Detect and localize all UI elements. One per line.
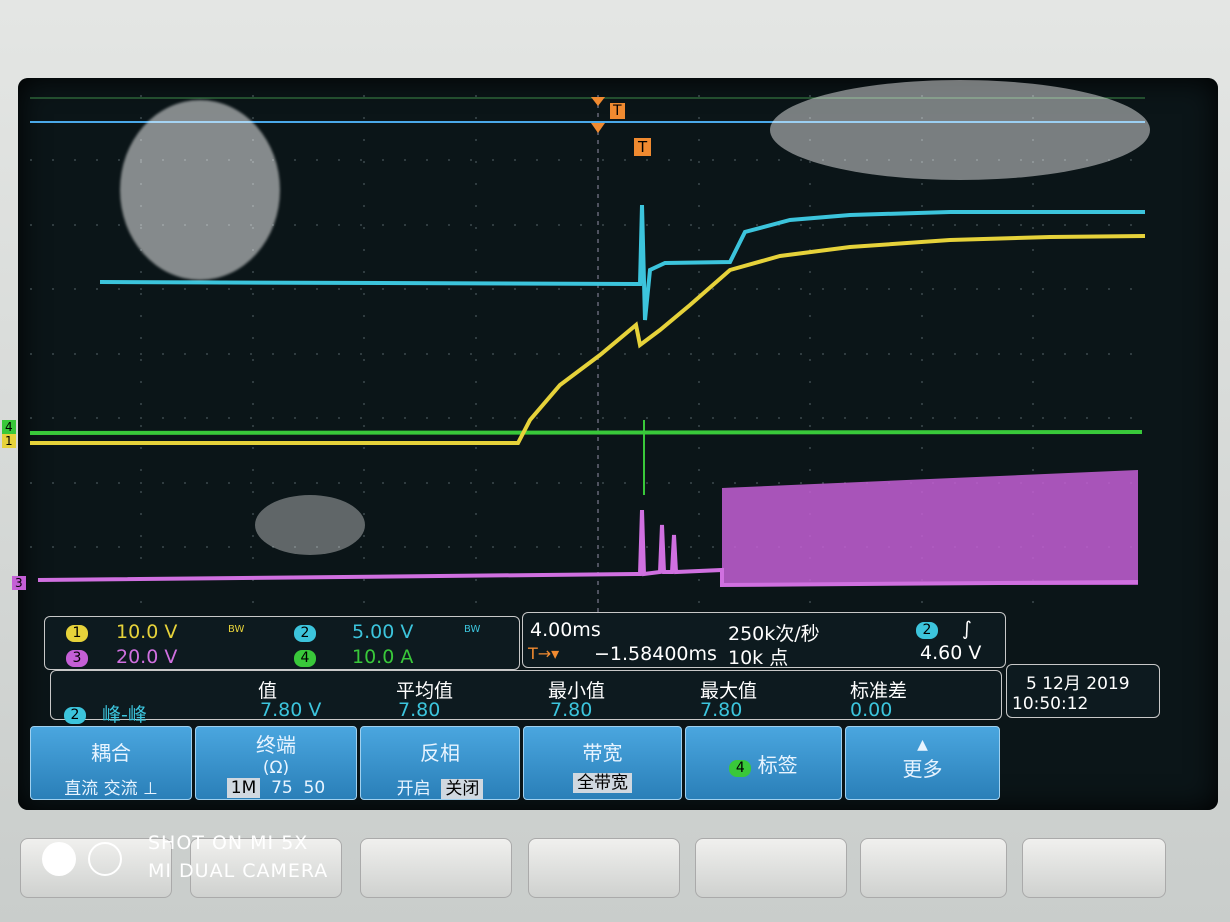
meas-header: 标准差 (850, 680, 908, 702)
ch3-marker: 3 (12, 576, 26, 590)
watermark-ring (88, 842, 122, 876)
meas-channel: 2 (64, 707, 86, 724)
meas-header: 最大值 (700, 680, 758, 702)
menu-bandwidth[interactable]: 带宽 全带宽 (523, 726, 682, 800)
menu-termination[interactable]: 终端 (Ω) 1M 75 50 (195, 726, 357, 800)
ch-scale: 5.00 V (352, 621, 414, 643)
timebase-readout (522, 612, 1006, 668)
menu-label: 反相 (420, 741, 460, 765)
menu-option: 直流 (64, 779, 99, 799)
menu-label: 标签 (757, 753, 798, 777)
ch1-marker: 1 (2, 434, 16, 448)
meas-value: 0.00 (850, 699, 893, 721)
menu-option: 75 (271, 778, 293, 798)
menu-label: 更多 (902, 757, 943, 781)
ch-badge: 1 (66, 625, 88, 642)
ch-badge: 4 (294, 650, 316, 667)
meas-value: 7.80 (398, 699, 441, 721)
meas-header: 值 (258, 680, 278, 702)
trigger-arrow (591, 97, 605, 106)
glare (255, 495, 365, 555)
menu-coupling[interactable]: 耦合 直流 交流 ⊥ (30, 726, 192, 800)
trigger-marker: T (610, 103, 625, 119)
ch-badge: 2 (294, 625, 316, 642)
ch-scale: 10.0 V (116, 621, 178, 643)
watermark: SHOT ON MI 5X (148, 832, 309, 854)
ch1-trace (30, 234, 1146, 445)
channel-readout (44, 616, 520, 670)
ch-scale: 10.0 A (352, 646, 414, 668)
ch3-trace (37, 509, 1139, 588)
ch3-burst (722, 470, 1138, 585)
trigger-position: −1.58400ms (594, 643, 717, 665)
ch2-trace (99, 204, 1145, 321)
date: 5 12月 2019 (1026, 674, 1130, 694)
meas-value: 7.80 V (260, 699, 322, 721)
meas-value: 7.80 (700, 699, 743, 721)
datetime-box (1006, 664, 1160, 718)
menu-option: 关闭 (441, 779, 484, 799)
menu-option: 50 (303, 778, 326, 798)
ch-badge: 3 (66, 650, 88, 667)
glare (120, 100, 280, 280)
hw-button[interactable] (360, 838, 512, 898)
hw-button[interactable] (1022, 838, 1166, 898)
hw-button[interactable] (190, 838, 342, 898)
bw-flag: BW (464, 624, 481, 635)
menu-option: 开启 (396, 779, 431, 799)
hw-button[interactable] (860, 838, 1007, 898)
ch-scale: 20.0 V (116, 646, 178, 668)
menu-label: 带宽 (582, 741, 623, 765)
menu-label: 耦合 (91, 741, 131, 765)
meas-value: 7.80 (550, 699, 593, 721)
menu-label: 终端 (256, 733, 296, 757)
hw-button[interactable] (695, 838, 847, 898)
trigger-level: 4.60 V (920, 642, 982, 664)
ch4-marker: 4 (2, 420, 16, 434)
menu-option: ⊥ (143, 779, 158, 799)
meas-header: 最小值 (548, 680, 606, 702)
menu-option: 1M (226, 778, 261, 798)
ch4-trace (29, 430, 1143, 435)
menu-option: 交流 (103, 779, 138, 799)
trigger-source: 2 (916, 622, 938, 639)
watermark-dot (42, 842, 76, 876)
bw-flag: BW (228, 624, 245, 635)
time: 10:50:12 (1012, 694, 1089, 714)
record-length: 10k 点 (728, 647, 789, 669)
trigger-slope: ∫ (962, 618, 972, 640)
trigger-icon: T→▾ (528, 644, 560, 663)
menu-invert[interactable]: 反相 开启 关闭 (360, 726, 520, 800)
menu-unit: (Ω) (262, 758, 290, 778)
trigger-marker: T (634, 138, 652, 156)
menu-option: 全带宽 (573, 773, 632, 793)
menu-more[interactable]: ▲ 更多 (845, 726, 1000, 800)
time-scale: 4.00ms (530, 619, 601, 641)
measurement-panel (50, 670, 1002, 720)
menu-channel: 4 (729, 760, 752, 777)
meas-type: 峰-峰 (102, 704, 147, 726)
sample-rate: 250k次/秒 (728, 623, 820, 645)
meas-header: 平均值 (396, 680, 454, 702)
menu-label-button[interactable]: 4 标签 (685, 726, 842, 800)
hw-button[interactable] (528, 838, 680, 898)
glare (770, 80, 1150, 180)
trigger-arrow (591, 123, 605, 133)
watermark: MI DUAL CAMERA (148, 860, 329, 882)
